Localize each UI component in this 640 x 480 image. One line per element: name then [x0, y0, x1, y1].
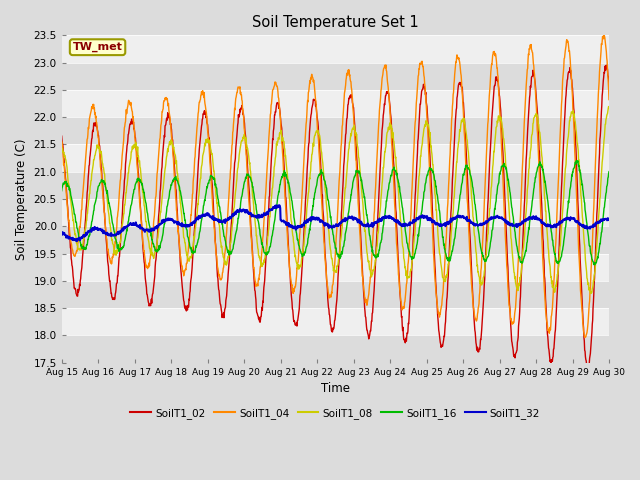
Bar: [61, 90, 609, 117]
Bar: [61, 199, 609, 226]
Bar: [61, 253, 609, 281]
X-axis label: Time: Time: [321, 382, 350, 395]
Text: TW_met: TW_met: [72, 42, 122, 52]
Y-axis label: Soil Temperature (C): Soil Temperature (C): [15, 138, 28, 260]
Bar: [61, 144, 609, 172]
Title: Soil Temperature Set 1: Soil Temperature Set 1: [252, 15, 419, 30]
Bar: [61, 308, 609, 336]
Legend: SoilT1_02, SoilT1_04, SoilT1_08, SoilT1_16, SoilT1_32: SoilT1_02, SoilT1_04, SoilT1_08, SoilT1_…: [126, 404, 545, 423]
Bar: [61, 36, 609, 62]
